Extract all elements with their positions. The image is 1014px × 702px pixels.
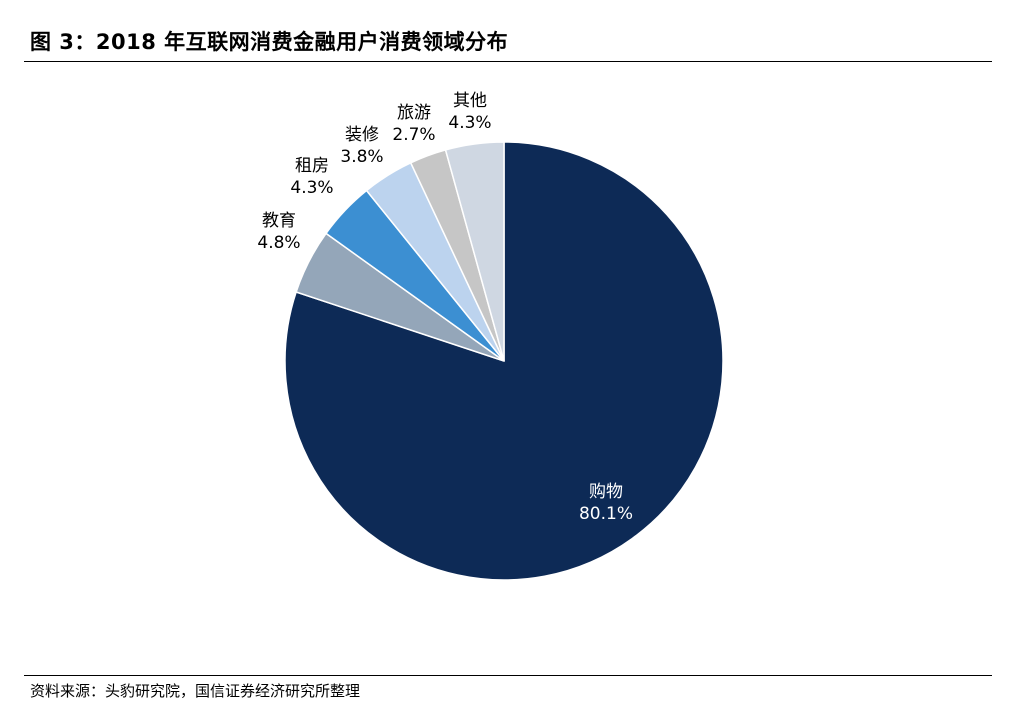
pie-slice-6 [444, 141, 505, 362]
pie-slices [284, 141, 724, 581]
slice-category-label: 旅游 [397, 103, 431, 123]
slice-value-label: 4.3% [448, 113, 491, 133]
slice-category-label: 教育 [262, 211, 296, 231]
slice-category-label: 装修 [345, 125, 379, 145]
slice-category-label: 租房 [295, 156, 329, 176]
slice-value-label: 4.3% [290, 178, 333, 198]
slice-category-label: 购物 [589, 482, 623, 502]
slice-value-label: 80.1% [579, 504, 633, 524]
title-divider [24, 61, 992, 62]
slice-value-label: 2.7% [392, 125, 435, 145]
slice-value-label: 4.8% [257, 233, 300, 253]
slice-value-label: 3.8% [340, 147, 383, 167]
chart-title: 图 3：2018 年互联网消费金融用户消费领域分布 [30, 30, 509, 54]
source-divider [24, 675, 992, 676]
slice-category-label: 其他 [453, 91, 487, 111]
source-note: 资料来源：头豹研究院，国信证券经济研究所整理 [30, 682, 361, 700]
